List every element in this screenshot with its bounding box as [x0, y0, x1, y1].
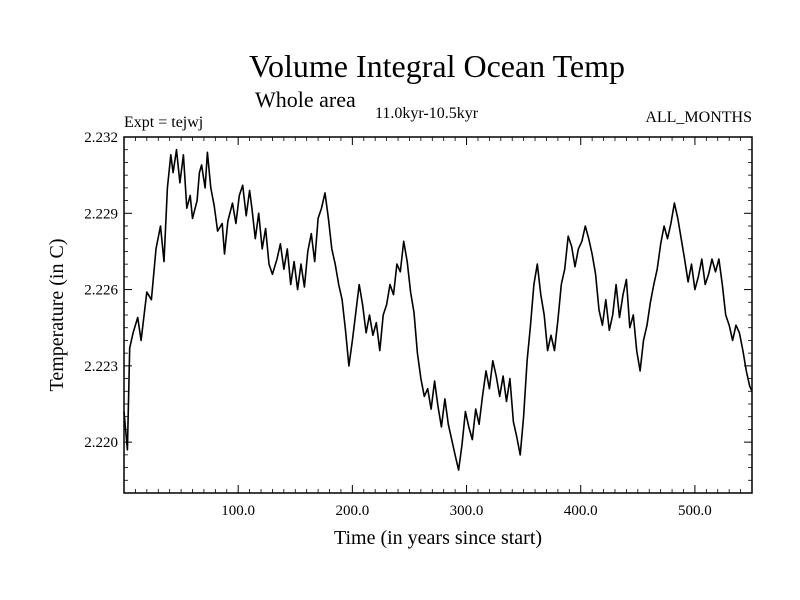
- y-tick-label: 2.229: [84, 206, 118, 222]
- chart-title: Volume Integral Ocean Temp: [249, 48, 625, 84]
- axis-ticks: 100.0 200.0 300.0 400.0 500.0 2.220 2.223 2.226…: [84, 130, 752, 519]
- x-tick-label: 300.0: [450, 503, 484, 519]
- period-label: 11.0kyr-10.5kyr: [375, 105, 479, 122]
- plot-frame: [123, 136, 753, 494]
- y-axis-label: Temperature (in C): [46, 239, 68, 392]
- experiment-label: Expt = tejwj: [124, 114, 203, 131]
- y-tick-label: 2.220: [84, 435, 118, 451]
- months-label: ALL_MONTHS: [645, 109, 752, 126]
- y-tick-label: 2.226: [84, 283, 118, 299]
- x-tick-label: 500.0: [678, 503, 712, 519]
- x-tick-label: 200.0: [335, 503, 369, 519]
- chart-subtitle: Whole area: [255, 87, 356, 112]
- x-tick-label: 400.0: [564, 503, 598, 519]
- y-tick-label: 2.223: [84, 359, 118, 375]
- y-tick-label: 2.232: [84, 130, 118, 146]
- x-axis-label: Time (in years since start): [334, 527, 542, 549]
- series-line: [123, 148, 753, 471]
- series-layer: [123, 148, 753, 471]
- x-tick-label: 100.0: [221, 503, 255, 519]
